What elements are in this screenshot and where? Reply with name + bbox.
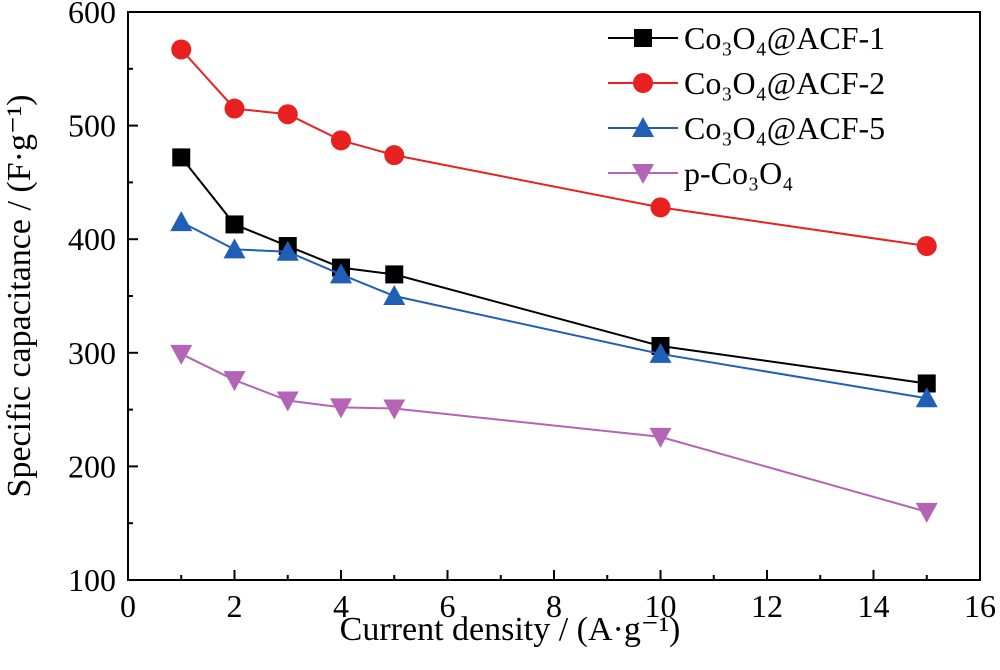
legend-marker: [632, 117, 654, 137]
series-1: [172, 148, 936, 393]
x-tick-label: 14: [858, 588, 890, 624]
data-point: [385, 265, 404, 284]
data-point: [223, 371, 246, 392]
legend-item: Co₃O₄@ACF-1: [608, 20, 885, 56]
legend-label: p-Co₃O₄: [684, 155, 793, 191]
x-tick-label: 8: [546, 588, 562, 624]
legend-label: Co₃O₄@ACF-2: [684, 65, 885, 101]
legend-marker: [632, 164, 654, 184]
data-point: [330, 398, 352, 419]
y-tick-label: 600: [68, 0, 116, 30]
data-point: [276, 240, 299, 261]
axis-layer: 0 2 4 6 8 10 12 14 16 100 200 300 400 500 600: [68, 0, 996, 624]
data-point: [170, 211, 193, 232]
data-point: [915, 387, 938, 408]
data-point: [331, 130, 351, 151]
legend-marker: [633, 73, 653, 93]
y-tick-label: 500: [68, 108, 116, 144]
legend-item: Co₃O₄@ACF-5: [608, 110, 885, 146]
y-tick-label: 400: [68, 221, 116, 257]
series-line: [180, 156, 927, 385]
data-point: [172, 148, 191, 167]
x-tick-label: 4: [333, 588, 349, 624]
series-layer: [170, 39, 938, 523]
data-point: [277, 104, 298, 125]
series-line: [180, 353, 928, 513]
data-point: [649, 427, 672, 448]
y-tick-label: 300: [68, 335, 116, 371]
data-point: [330, 263, 352, 284]
series-2: [171, 39, 937, 257]
x-tick-label: 2: [227, 588, 243, 624]
legend-item: p-Co₃O₄: [608, 155, 793, 191]
series-3: [170, 211, 938, 408]
series-4: [170, 344, 938, 523]
legend-marker: [634, 29, 652, 47]
x-tick-label: 12: [751, 588, 783, 624]
x-tick-label: 0: [120, 588, 136, 624]
x-tick-label: 6: [440, 588, 456, 624]
data-point: [225, 215, 244, 234]
data-point: [384, 145, 405, 166]
y-axis-label: Specific capacitance / (F·g⁻¹): [1, 95, 38, 498]
data-point: [171, 39, 192, 60]
x-axis-label: Current density / (A·g⁻¹): [340, 611, 681, 648]
y-tick-label: 200: [68, 448, 116, 484]
legend-label: Co₃O₄@ACF-5: [684, 110, 885, 146]
data-point: [650, 197, 671, 218]
data-point: [917, 374, 936, 393]
data-point: [383, 399, 406, 420]
data-point: [170, 344, 193, 365]
legend-item: Co₃O₄@ACF-2: [608, 65, 885, 101]
data-point: [915, 502, 938, 523]
legend: Co₃O₄@ACF-1 Co₃O₄@ACF-2 Co₃O₄@ACF-5 p-Co₃O₄: [608, 20, 885, 191]
x-tick-label: 16: [964, 588, 996, 624]
data-point: [224, 98, 245, 119]
legend-label: Co₃O₄@ACF-1: [684, 20, 885, 56]
data-point: [223, 238, 246, 259]
data-point: [383, 285, 406, 305]
data-point: [916, 236, 937, 257]
x-tick-label: 10: [645, 588, 677, 624]
data-point: [276, 391, 299, 412]
y-tick-label: 100: [68, 562, 116, 598]
data-point: [649, 342, 672, 363]
